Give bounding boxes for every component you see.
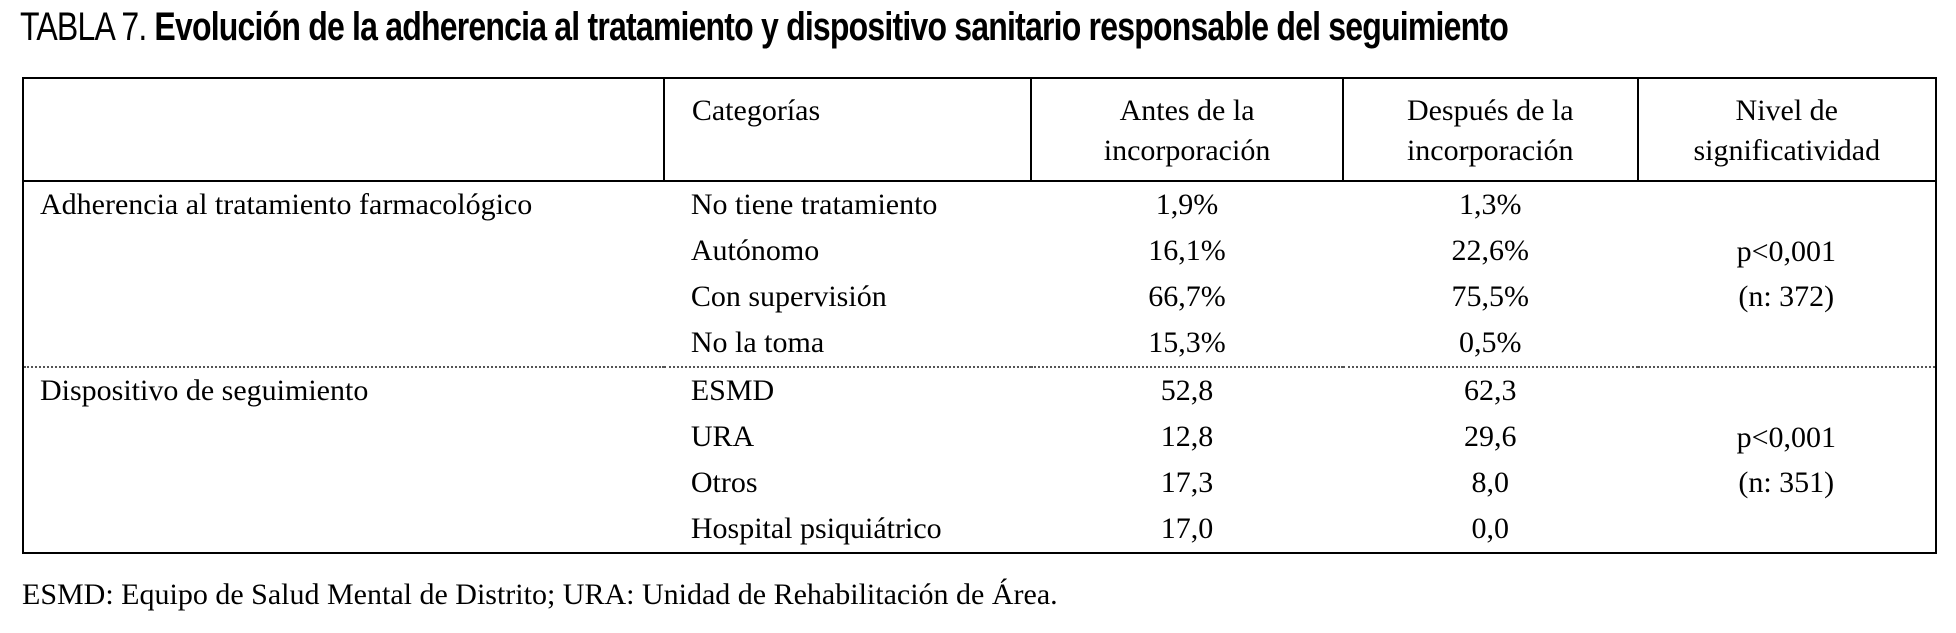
table-row: Dispositivo de seguimiento ESMD 52,8 62,… <box>23 367 1936 499</box>
category-cell: Otros <box>690 466 758 499</box>
p-value: p<0,001 <box>1736 235 1836 268</box>
category-cell: URA <box>690 420 755 453</box>
after-value-cell: 62,3 <box>1464 374 1517 407</box>
table-row: Autónomo 16,1% 22,6% <box>23 228 1936 274</box>
before-value-cell: 16,1% <box>1148 234 1226 267</box>
section-adherencia: Adherencia al tratamiento farmacológico … <box>23 181 1936 367</box>
category-cell: Autónomo <box>690 234 820 267</box>
table-title-text: Evolución de la adherencia al tratamient… <box>154 5 1508 49</box>
significance-cell: p<0,001 (n: 351) <box>1638 367 1936 553</box>
before-value-cell: 17,0 <box>1160 512 1214 545</box>
before-value-cell: 52,8 <box>1160 374 1214 407</box>
before-value-cell: 17,3 <box>1160 466 1214 499</box>
data-table: Categorías Antes de la incorporación Des… <box>22 77 1937 554</box>
category-cell: Con supervisión <box>690 280 887 313</box>
section-label-adherencia: Adherencia al tratamiento farmacológico <box>40 188 533 221</box>
after-value-cell: 0,5% <box>1459 326 1522 359</box>
table-row: Otros 17,3 8,0 <box>23 460 1936 506</box>
after-value-cell: 1,3% <box>1459 188 1522 221</box>
table-title: TABLA 7. Evolución de la adherencia al tr… <box>20 2 1509 52</box>
before-value-cell: 15,3% <box>1148 326 1226 359</box>
category-cell: ESMD <box>690 374 775 407</box>
after-value-cell: 29,6 <box>1464 420 1517 453</box>
table-row: Adherencia al tratamiento farmacológico … <box>23 181 1936 313</box>
n-value: (n: 351) <box>1738 466 1835 499</box>
after-value-cell: 22,6% <box>1451 234 1530 267</box>
table-footnote: ESMD: Equipo de Salud Mental de Distrito… <box>22 578 1058 611</box>
table-row: Hospital psiquiátrico 17,0 0,0 <box>23 506 1936 553</box>
before-value-cell: 1,9% <box>1155 188 1219 221</box>
table-header-row: Categorías Antes de la incorporación Des… <box>23 78 1936 181</box>
after-value-cell: 75,5% <box>1451 280 1530 313</box>
p-value: p<0,001 <box>1736 421 1836 454</box>
header-empty <box>23 78 664 181</box>
before-value-cell: 66,7% <box>1148 280 1226 313</box>
table-number-label: TABLA 7. <box>20 5 147 49</box>
category-cell: No la toma <box>690 326 825 359</box>
table-row: Con supervisión 66,7% 75,5% <box>23 274 1936 320</box>
header-categorias: Categorías <box>662 78 1032 181</box>
header-despues-incorporacion: Después de la incorporación <box>1341 78 1638 181</box>
table-row: URA 12,8 29,6 <box>23 414 1936 460</box>
section-label-dispositivo: Dispositivo de seguimiento <box>40 374 369 407</box>
significance-cell: p<0,001 (n: 372) <box>1638 181 1936 367</box>
table-row: No la toma 15,3% 0,5% <box>23 320 1936 367</box>
header-antes-incorporacion: Antes de la incorporación <box>1030 78 1343 181</box>
before-value-cell: 12,8 <box>1160 420 1214 453</box>
after-value-cell: 0,0 <box>1471 512 1510 545</box>
category-cell: Hospital psiquiátrico <box>690 512 942 545</box>
category-cell: No tiene tratamiento <box>690 188 938 221</box>
n-value: (n: 372) <box>1738 280 1835 313</box>
header-nivel-significatividad: Nivel de significatividad <box>1636 78 1936 181</box>
section-dispositivo: Dispositivo de seguimiento ESMD 52,8 62,… <box>23 367 1936 553</box>
after-value-cell: 8,0 <box>1471 466 1510 499</box>
